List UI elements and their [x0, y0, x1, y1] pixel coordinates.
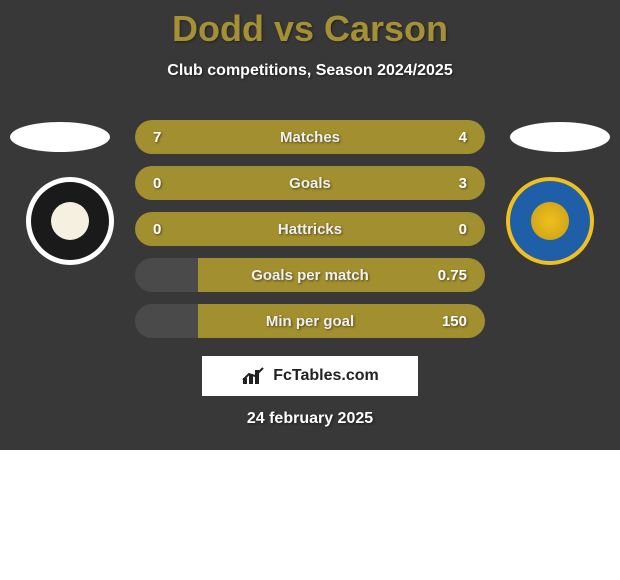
player-right-avatar: [510, 122, 610, 152]
club-badge-right: [500, 178, 600, 263]
stat-label: Goals: [289, 175, 331, 192]
stat-value-right: 4: [427, 129, 467, 146]
stat-value-right: 150: [427, 313, 467, 330]
stat-label: Matches: [280, 129, 340, 146]
stat-row: 0 Hattricks 0: [135, 212, 485, 246]
torquay-badge-icon: [506, 177, 594, 265]
stat-value-left: 7: [153, 129, 183, 146]
comparison-card: Dodd vs Carson Club competitions, Season…: [0, 0, 620, 450]
stat-row: 0 Goals 3: [135, 166, 485, 200]
stat-value-left: 0: [153, 221, 183, 238]
stat-value-right: 0.75: [427, 267, 467, 284]
stat-row: 7 Matches 4: [135, 120, 485, 154]
stat-label: Min per goal: [266, 313, 354, 330]
club-badge-left: [20, 178, 120, 263]
player-left-avatar: [10, 122, 110, 152]
page-title: Dodd vs Carson: [0, 0, 620, 50]
stat-label: Hattricks: [278, 221, 342, 238]
stat-value-right: 0: [427, 221, 467, 238]
stats-container: 7 Matches 4 0 Goals 3 0 Hattricks 0 Goals per mat…: [135, 120, 485, 350]
subtitle: Club competitions, Season 2024/2025: [0, 62, 620, 80]
stat-label: Goals per match: [251, 267, 369, 284]
stat-row: Min per goal 150: [135, 304, 485, 338]
weston-badge-icon: [26, 177, 114, 265]
chart-icon: [241, 366, 267, 386]
stat-value-left: 0: [153, 175, 183, 192]
attribution-text: FcTables.com: [273, 367, 379, 385]
stat-row: Goals per match 0.75: [135, 258, 485, 292]
attribution-badge: FcTables.com: [202, 356, 418, 396]
stat-value-right: 3: [427, 175, 467, 192]
date-label: 24 february 2025: [247, 410, 373, 428]
